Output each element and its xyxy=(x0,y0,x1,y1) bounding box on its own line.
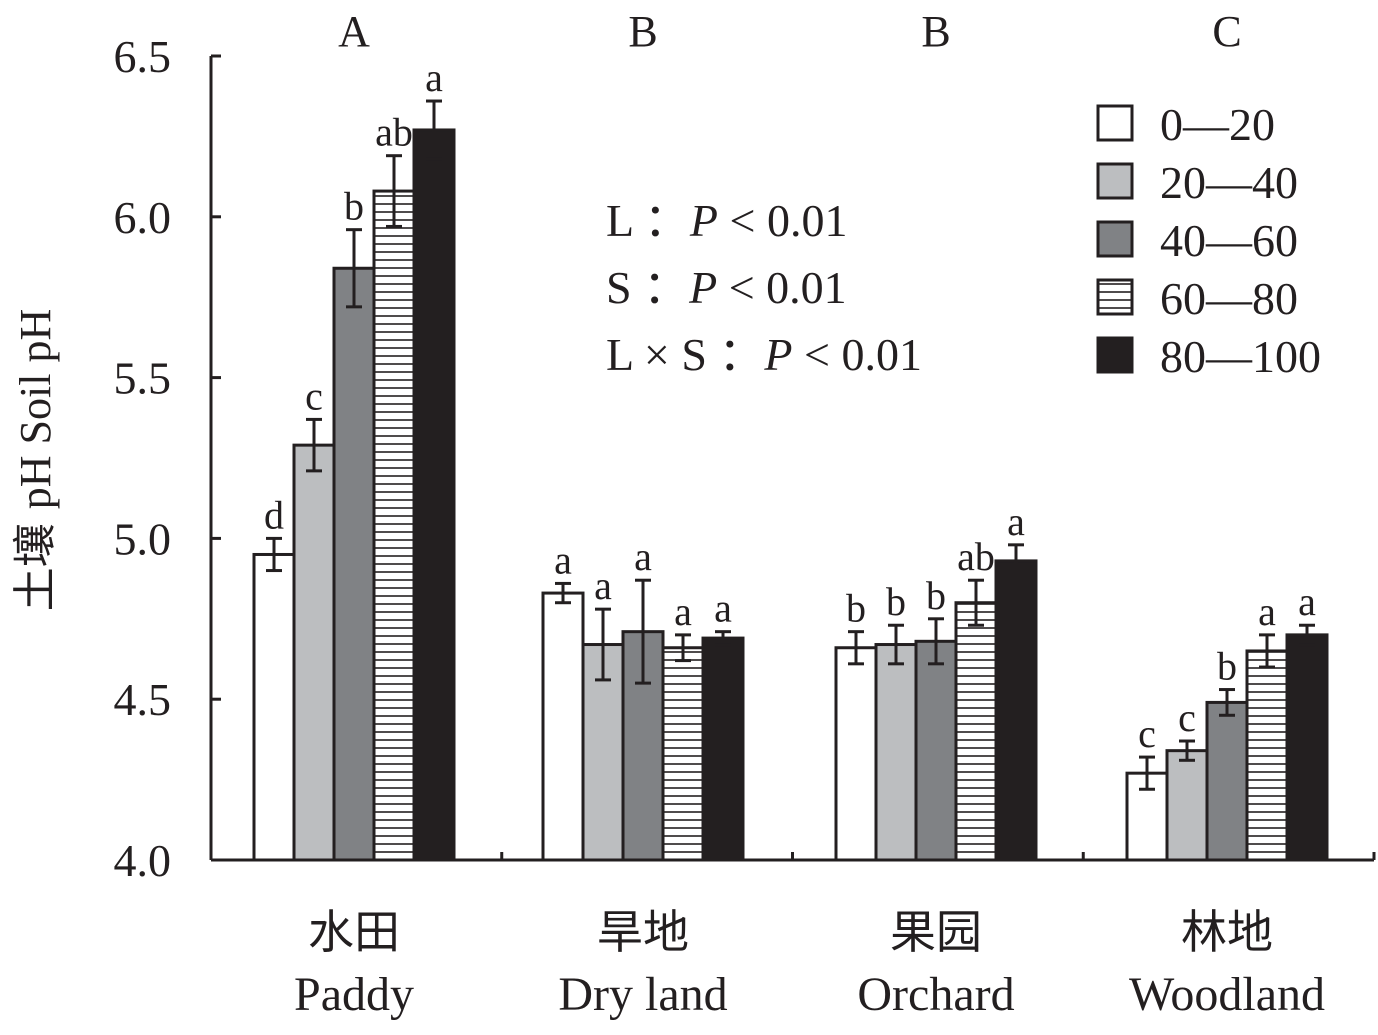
legend-label: 60—80 xyxy=(1160,273,1298,324)
significance-letter: a xyxy=(1258,589,1276,634)
annotations: L ：P < 0.01 S ：P < 0.01 L × S ：P < 0.01 xyxy=(606,193,922,381)
significance-letter: b xyxy=(1217,644,1237,689)
category-label-zh: 旱地 xyxy=(597,905,689,959)
y-tick-label: 6.5 xyxy=(114,31,172,82)
significance-letter: c xyxy=(1138,711,1156,756)
stat-annotation: L × S ：P < 0.01 xyxy=(606,327,922,381)
bar xyxy=(292,443,336,862)
legend: 0—20 20—40 40—60 60—80 80—100 xyxy=(1096,99,1321,382)
significance-letter: a xyxy=(1007,499,1025,544)
bar xyxy=(874,643,918,862)
category-label-en: Woodland xyxy=(1129,968,1325,1021)
significance-letter: b xyxy=(846,586,866,631)
significance-letter: a xyxy=(714,586,732,631)
category-label-en: Dry land xyxy=(558,968,727,1021)
significance-letter: a xyxy=(594,563,612,608)
bar xyxy=(541,591,585,862)
significance-letter: ab xyxy=(375,110,413,155)
axes: 4.0 4.5 5.0 5.5 6.0 6.5 土壤 pH Soil pH xyxy=(10,31,1376,886)
bar xyxy=(1285,633,1329,862)
significance-letter: a xyxy=(425,55,443,100)
significance-letter: ab xyxy=(957,534,995,579)
bar xyxy=(834,646,878,862)
bar xyxy=(1245,649,1289,862)
bar xyxy=(1205,700,1249,862)
bar xyxy=(994,559,1038,862)
stat-annotation: S ：P < 0.01 xyxy=(606,260,847,314)
bar xyxy=(372,189,416,862)
bar xyxy=(252,552,296,862)
legend-swatch xyxy=(1096,220,1134,258)
legend-swatch xyxy=(1096,336,1134,374)
significance-letter: a xyxy=(634,534,652,579)
y-tick-label: 6.0 xyxy=(114,192,172,243)
significance-letter: c xyxy=(1178,695,1196,740)
bar xyxy=(1165,749,1209,862)
category-label-zh: 果园 xyxy=(890,905,982,959)
legend-swatch xyxy=(1096,104,1134,142)
group-letter: A xyxy=(338,7,370,56)
category-label-zh: 林地 xyxy=(1181,905,1273,959)
y-tick-label: 4.0 xyxy=(114,835,172,886)
bar xyxy=(661,646,705,862)
y-axis-title: 土壤 pH Soil pH xyxy=(10,309,61,611)
bars xyxy=(252,99,1329,862)
y-tick-label: 5.5 xyxy=(114,353,172,404)
legend-swatch xyxy=(1096,162,1134,200)
bar xyxy=(914,639,958,862)
group-letter: B xyxy=(628,7,657,56)
significance-letter: b xyxy=(926,573,946,618)
category-label-en: Orchard xyxy=(857,968,1014,1021)
bar xyxy=(701,636,745,862)
y-tick-label: 5.0 xyxy=(114,513,172,564)
y-tick-label: 4.5 xyxy=(114,674,172,725)
group-letter: B xyxy=(921,7,950,56)
significance-letter: a xyxy=(554,537,572,582)
significance-letter: c xyxy=(305,373,323,418)
legend-label: 80—100 xyxy=(1160,331,1321,382)
group-letter: C xyxy=(1212,7,1241,56)
significance-letter: b xyxy=(344,184,364,229)
legend-swatch xyxy=(1096,278,1134,316)
stat-annotation: L ：P < 0.01 xyxy=(606,193,847,247)
bar xyxy=(954,601,998,862)
bar xyxy=(412,128,456,862)
legend-label: 40—60 xyxy=(1160,215,1298,266)
significance-letter: d xyxy=(264,492,284,537)
significance-letter: a xyxy=(674,589,692,634)
significance-letter: b xyxy=(886,579,906,624)
bar xyxy=(332,266,376,862)
category-label-en: Paddy xyxy=(294,968,414,1021)
legend-label: 20—40 xyxy=(1160,157,1298,208)
significance-letter: a xyxy=(1298,579,1316,624)
category-label-zh: 水田 xyxy=(308,905,400,959)
legend-label: 0—20 xyxy=(1160,99,1275,150)
